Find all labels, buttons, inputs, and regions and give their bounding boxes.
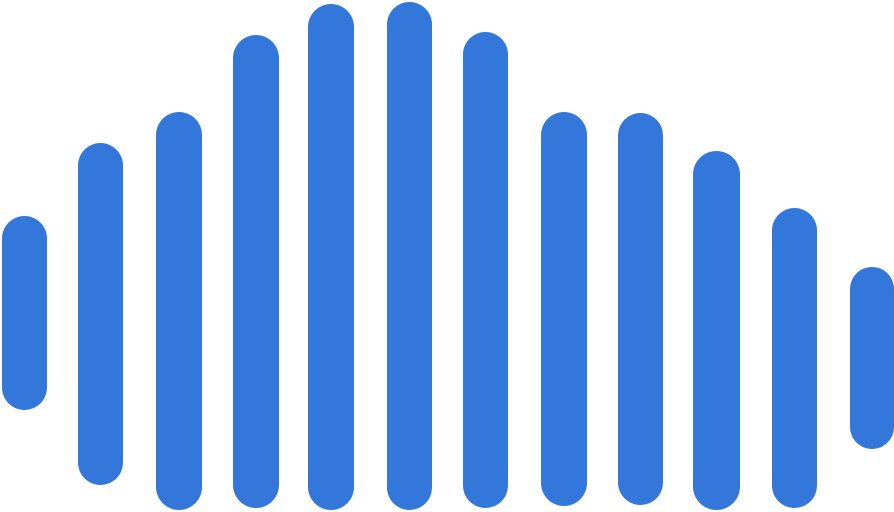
waveform-bar-1	[2, 216, 47, 410]
waveform-bar-4	[233, 35, 279, 508]
waveform-bar-9	[618, 113, 663, 505]
waveform-bar-2	[78, 143, 123, 485]
waveform-bar-7	[463, 32, 508, 508]
waveform-bar-6	[387, 2, 432, 510]
waveform-bar-12	[850, 267, 894, 449]
waveform-bar-8	[541, 112, 587, 506]
waveform-bar-3	[156, 112, 202, 510]
waveform-bar-10	[693, 151, 740, 510]
waveform-bar-5	[308, 4, 354, 510]
waveform-bar-11	[772, 208, 817, 508]
